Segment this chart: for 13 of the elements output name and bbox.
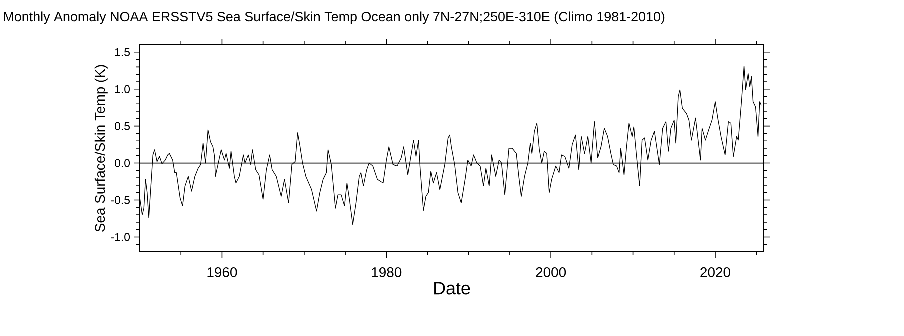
y-tick-label: 1.0 xyxy=(115,85,130,94)
x-tick-label: 1960 xyxy=(208,268,238,278)
chart-title: Monthly Anomaly NOAA ERSSTV5 Sea Surface/Skin Temp Ocean only 7N-27N;250E-310E (Climo 1981-2010) xyxy=(4,12,665,24)
x-axis-title: Date xyxy=(434,282,470,295)
y-axis-title: Sea Surface/Skin Temp (K) xyxy=(94,65,108,232)
y-tick-label: -1.0 xyxy=(111,233,130,242)
y-tick-label: 0.0 xyxy=(115,159,130,168)
y-tick-label: 1.5 xyxy=(115,48,130,56)
x-tick-label: 2020 xyxy=(700,268,730,278)
y-tick-label: -0.5 xyxy=(111,196,130,204)
x-tick-label: 2000 xyxy=(536,268,566,278)
y-tick-label: 0.5 xyxy=(115,122,130,130)
x-tick-label: 1980 xyxy=(372,268,402,278)
